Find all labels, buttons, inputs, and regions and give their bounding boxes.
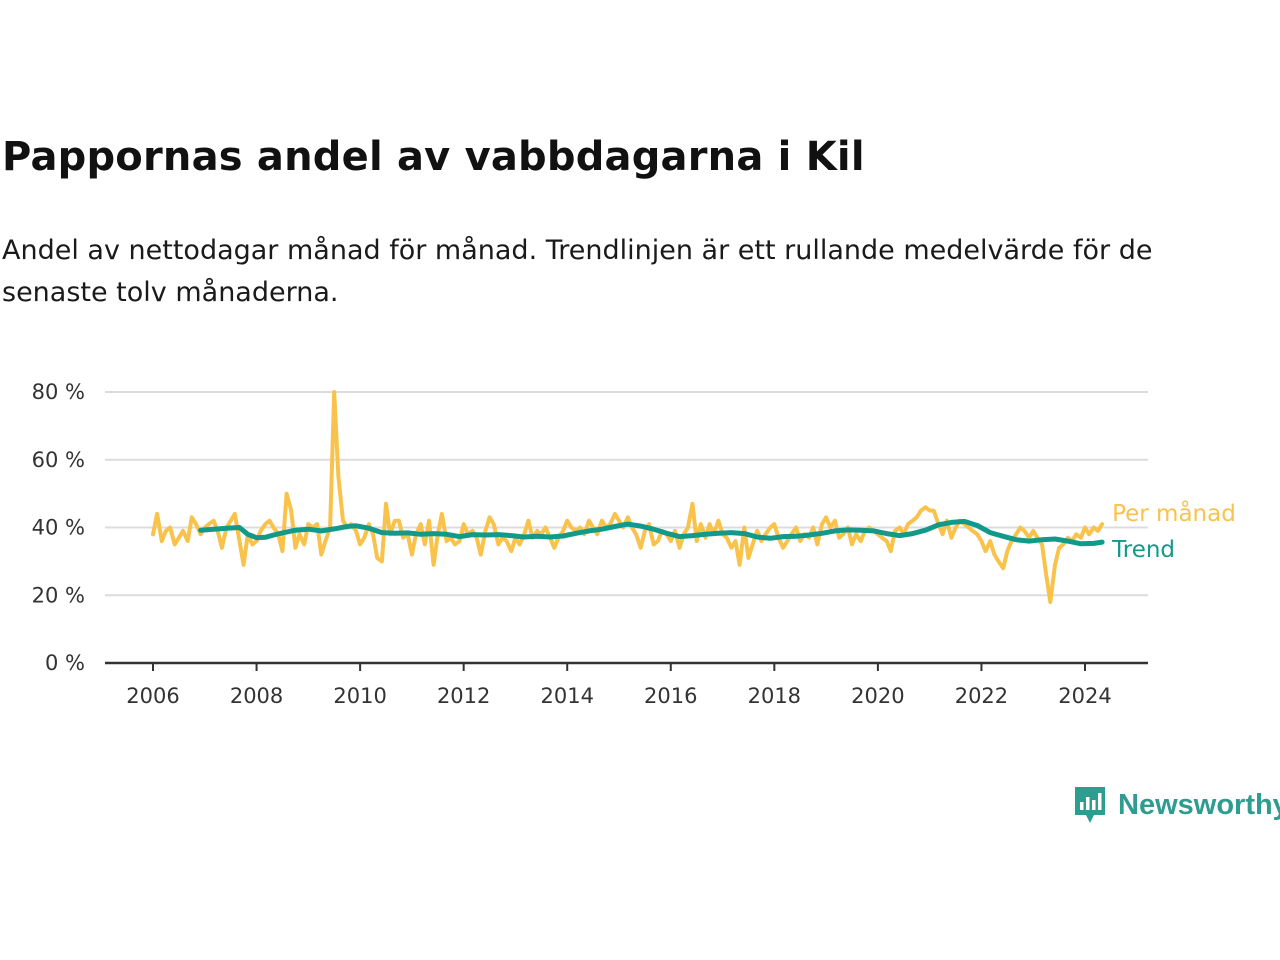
x-tick-label: 2006: [126, 684, 179, 708]
newsworthy-logo: Newsworthy: [1072, 784, 1280, 826]
series-line: [151, 390, 1105, 604]
y-axis-ticks: 0 % 20 % 40 % 60 % 80 %: [32, 380, 85, 675]
x-tick-label: 2008: [230, 684, 283, 708]
y-tick-label: 80 %: [32, 380, 85, 404]
newsworthy-chart-bubble-icon: [1075, 787, 1105, 823]
y-tick-label: 60 %: [32, 448, 85, 472]
x-tick-label: 2012: [437, 684, 490, 708]
x-tick-label: 2020: [851, 684, 904, 708]
x-tick-label: 2010: [333, 684, 386, 708]
brand-name: Newsworthy: [1118, 788, 1280, 821]
x-tick-label: 2014: [540, 684, 593, 708]
y-tick-label: 20 %: [32, 583, 85, 607]
x-tick-label: 2024: [1058, 684, 1111, 708]
x-tick-label: 2018: [748, 684, 801, 708]
chart-title: Pappornas andel av vabbdagarna i Kil: [2, 134, 865, 180]
series-line: [198, 518, 1105, 547]
y-tick-label: 40 %: [32, 516, 85, 540]
gridlines: [105, 391, 1148, 597]
y-tick-label: 0 %: [45, 651, 85, 675]
series-label: Trend: [1111, 537, 1175, 563]
series-labels: Trend Per månad: [1111, 499, 1236, 563]
chart-subtitle: Andel av nettodagar månad för månad. Tre…: [2, 235, 1153, 308]
x-tick-label: 2022: [955, 684, 1008, 708]
series-label: Per månad: [1112, 499, 1236, 527]
line-chart: 0 % 20 % 40 % 60 % 80 % 2006 2008 2010 2012 2014…: [32, 380, 1236, 708]
x-axis: 2006 2008 2010 2012 2014 2016 2018 2020 2022 2024: [105, 661, 1148, 708]
x-tick-label: 2016: [644, 684, 697, 708]
series-lines: [151, 390, 1105, 604]
